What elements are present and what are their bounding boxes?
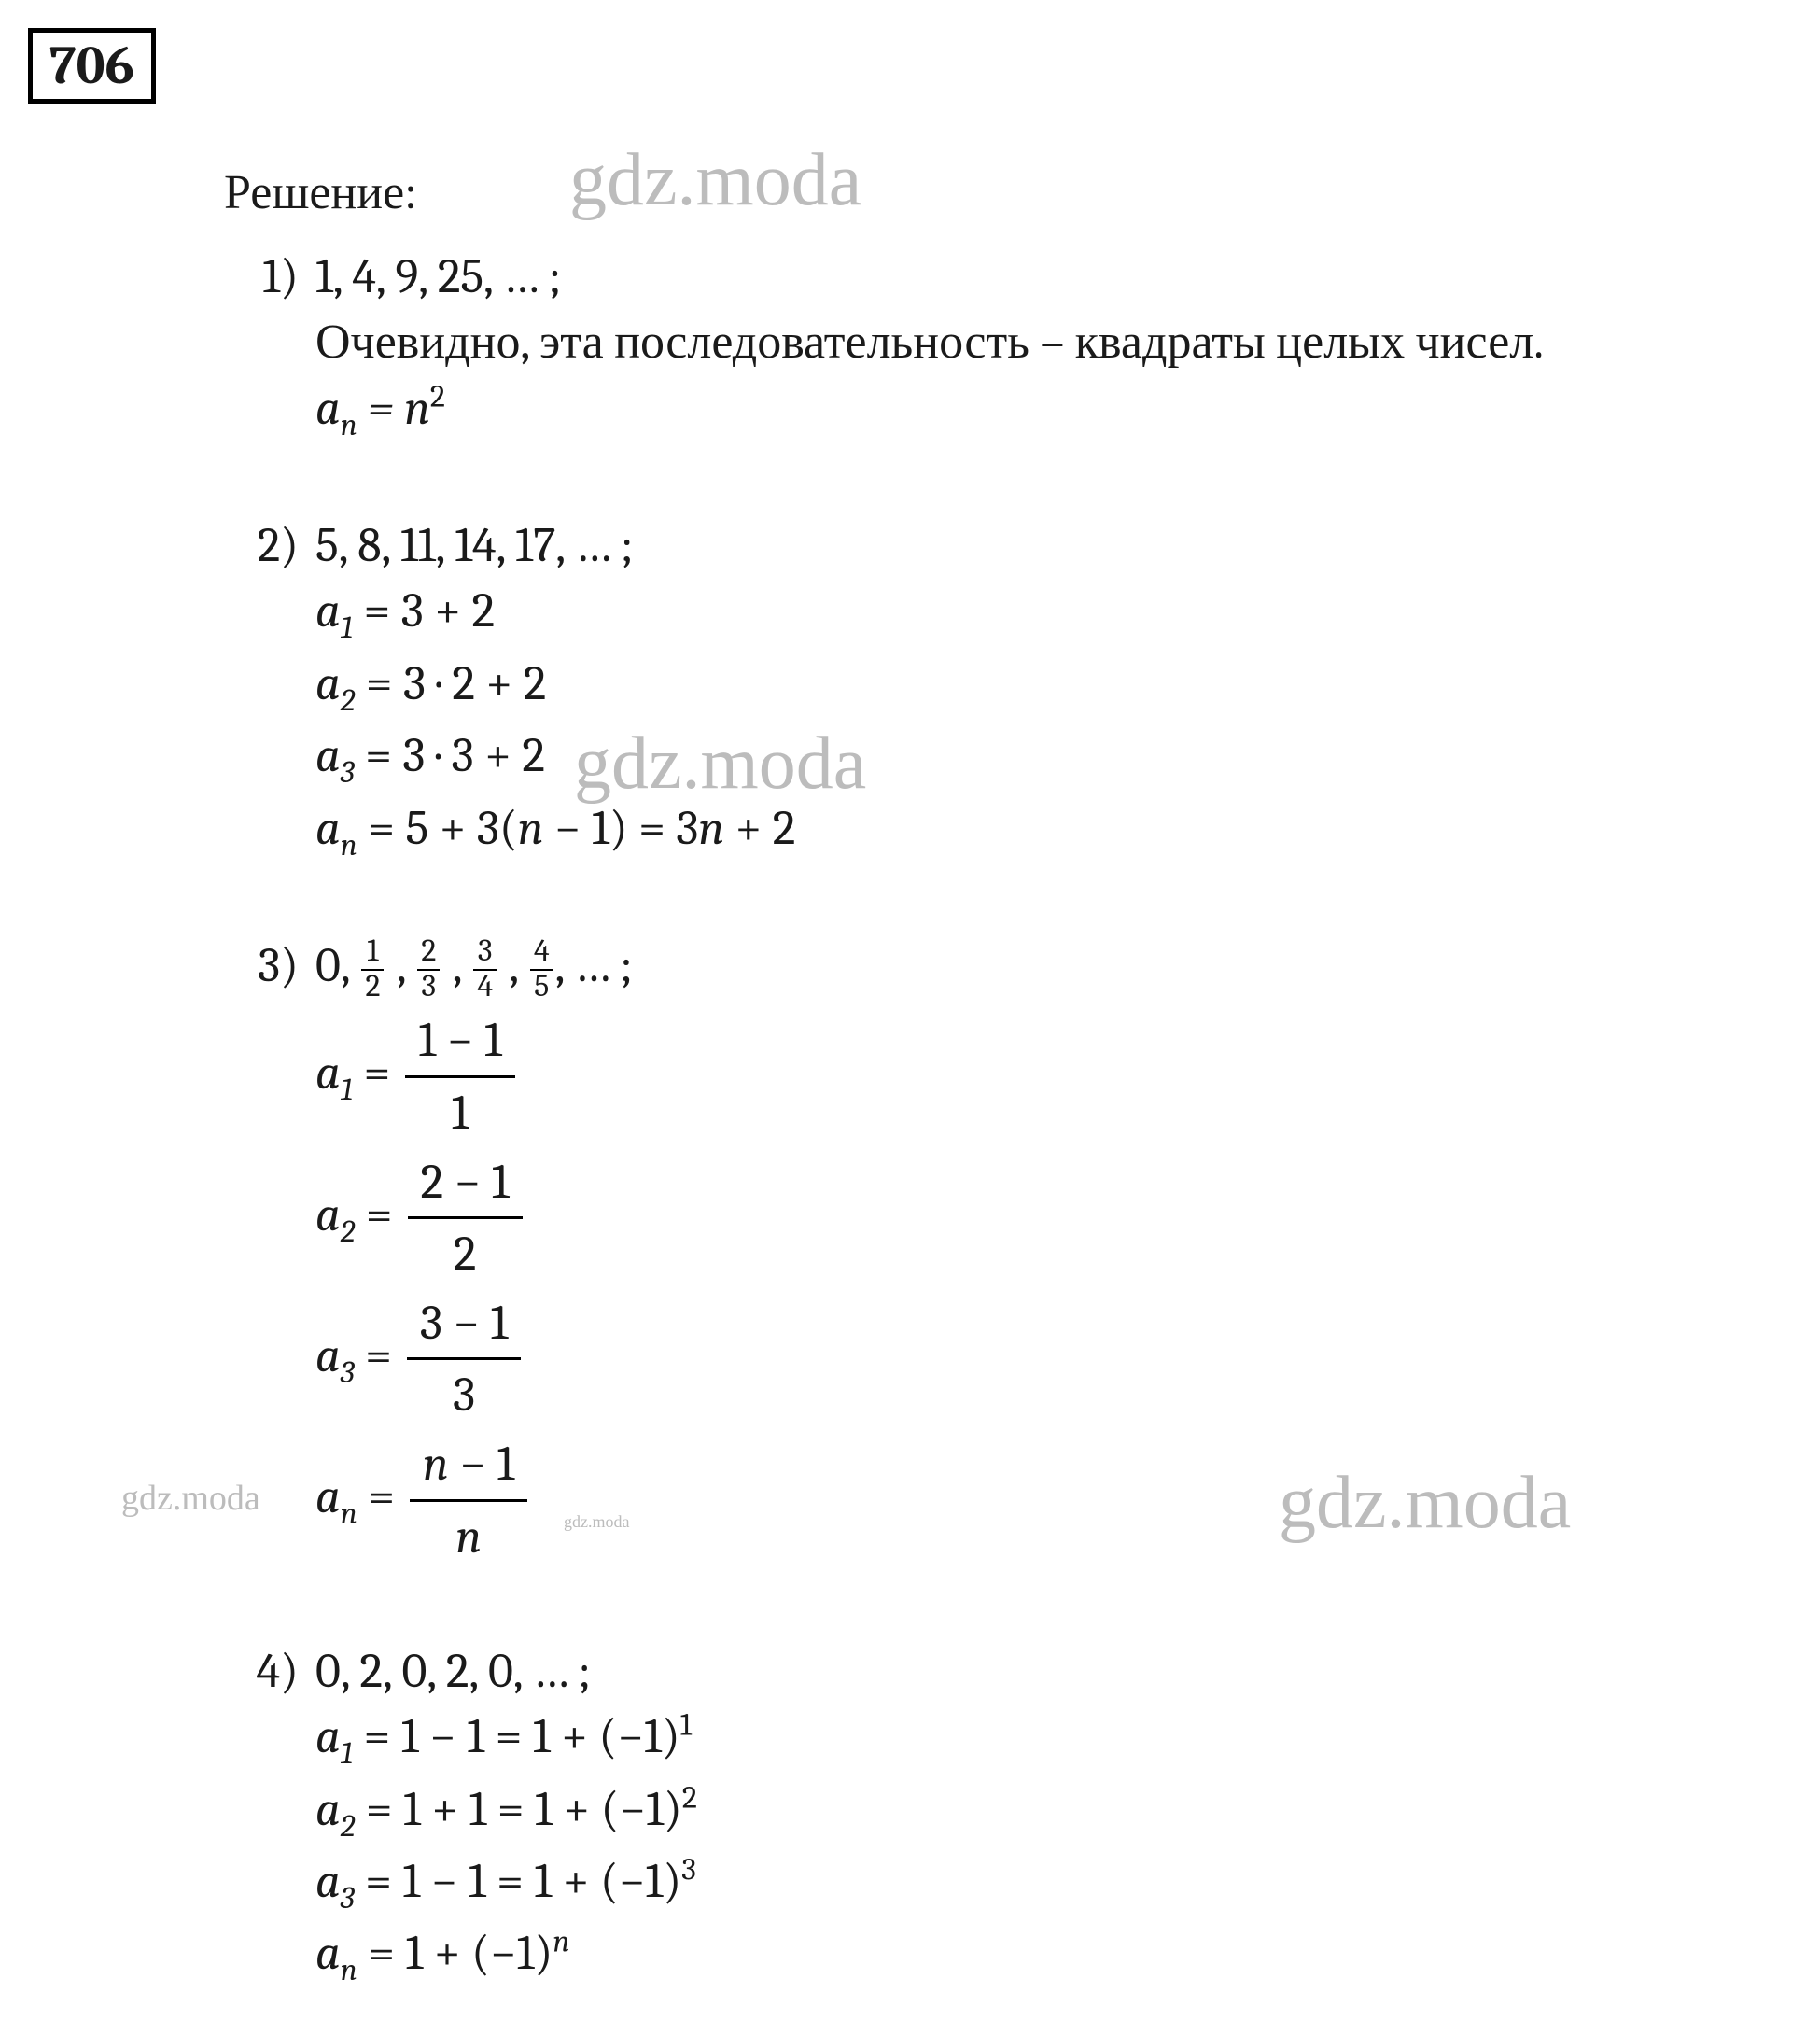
- sequence-text: 5, 8, 11, 14, 17, … ;: [315, 512, 1792, 578]
- formula-line: a1 = 3 + 2: [315, 578, 1792, 650]
- formula-line: a3 = 1 − 1 = 1 + (−1)3: [315, 1848, 1792, 1920]
- formula-line: a3 =3 − 13: [315, 1290, 1792, 1427]
- formula-line: a3 = 3 · 3 + 2: [315, 723, 1792, 794]
- solution-item-3: 3) 0, 12 , 23 , 34 , 45, … ; a1 =1 − 11a…: [224, 933, 1792, 1573]
- solution-item-2: 2) 5, 8, 11, 14, 17, … ; a1 = 3 + 2a2 = …: [224, 512, 1792, 867]
- solution-heading: Решение:: [224, 160, 1792, 225]
- formula-line: a1 =1 − 11: [315, 1007, 1792, 1144]
- item-number: 2): [224, 512, 315, 578]
- solution-item-1: 1) 1, 4, 9, 25, … ; Очевидно, эта послед…: [224, 244, 1792, 447]
- formula-line: a2 =2 − 12: [315, 1149, 1792, 1286]
- formula-line: a2 = 1 + 1 = 1 + (−1)2: [315, 1776, 1792, 1848]
- solution-item-4: 4) 0, 2, 0, 2, 0, … ; a1 = 1 − 1 = 1 + (…: [224, 1638, 1792, 1993]
- sequence-text: 1, 4, 9, 25, … ;: [315, 244, 1792, 309]
- note-text: Очевидно, эта последовательность – квадр…: [315, 309, 1792, 374]
- solution-content: Решение: 1) 1, 4, 9, 25, … ; Очевидно, э…: [224, 160, 1792, 1993]
- item-number: 4): [224, 1638, 315, 1704]
- formula-line: a1 = 1 − 1 = 1 + (−1)1: [315, 1704, 1792, 1775]
- item-number: 3): [224, 933, 315, 998]
- item-number: 1): [224, 244, 315, 309]
- formula: an = n2: [315, 375, 1792, 447]
- formula-line: an =n − 1n: [315, 1431, 1792, 1568]
- formula-line: a2 = 3 · 2 + 2: [315, 651, 1792, 723]
- formula-line: an = 1 + (−1)n: [315, 1920, 1792, 1992]
- sequence-text: 0, 12 , 23 , 34 , 45, … ;: [315, 933, 1792, 1003]
- problem-number: 706: [28, 28, 156, 104]
- formula-line: an = 5 + 3(n − 1) = 3n + 2: [315, 795, 1792, 867]
- sequence-text: 0, 2, 0, 2, 0, … ;: [315, 1638, 1792, 1704]
